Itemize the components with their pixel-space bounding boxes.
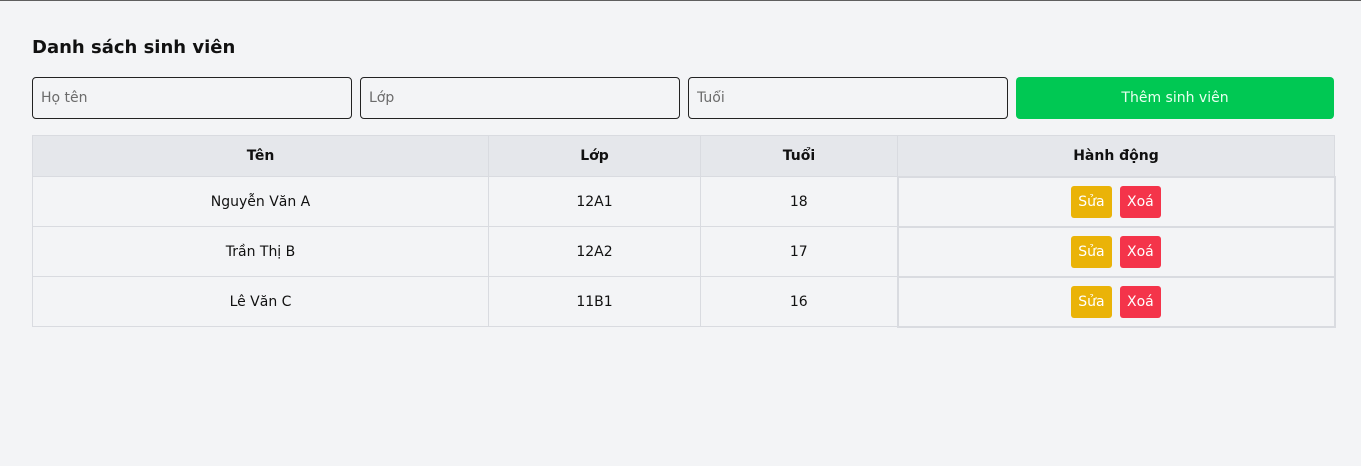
add-student-button[interactable]: Thêm sinh viên: [1016, 77, 1334, 119]
column-header-age: Tuổi: [700, 135, 898, 177]
class-input[interactable]: [360, 77, 680, 119]
page-title: Danh sách sinh viên: [32, 37, 236, 58]
cell-age: 18: [700, 176, 898, 227]
window-top-border: [0, 0, 1361, 1]
cell-actions: Sửa Xoá: [896, 275, 1336, 328]
table-row: Lê Văn C 11B1 16 Sửa Xoá: [32, 275, 1336, 328]
column-header-class: Lớp: [488, 135, 701, 177]
student-table: Tên Lớp Tuổi Hành động Nguyễn Văn A 12A1…: [32, 135, 1336, 328]
cell-class: 12A2: [488, 226, 701, 277]
table-row: Trần Thị B 12A2 17 Sửa Xoá: [32, 225, 1336, 278]
cell-actions: Sửa Xoá: [896, 225, 1336, 278]
cell-name: Nguyễn Văn A: [32, 176, 489, 227]
name-input[interactable]: [32, 77, 352, 119]
student-manager: Danh sách sinh viên Thêm sinh viên Tên L…: [32, 36, 1336, 328]
edit-button[interactable]: Sửa: [1071, 185, 1112, 218]
age-input[interactable]: [688, 77, 1008, 119]
cell-age: 17: [700, 226, 898, 277]
cell-actions: Sửa Xoá: [896, 175, 1336, 228]
edit-button[interactable]: Sửa: [1071, 285, 1112, 318]
cell-age: 16: [700, 276, 898, 327]
table-row: Nguyễn Văn A 12A1 18 Sửa Xoá: [32, 175, 1336, 228]
add-student-form: Thêm sinh viên: [32, 77, 1334, 119]
delete-button[interactable]: Xoá: [1120, 185, 1161, 218]
cell-class: 11B1: [488, 276, 701, 327]
column-header-name: Tên: [32, 135, 489, 177]
cell-class: 12A1: [488, 176, 701, 227]
delete-button[interactable]: Xoá: [1120, 235, 1161, 268]
delete-button[interactable]: Xoá: [1120, 285, 1161, 318]
edit-button[interactable]: Sửa: [1071, 235, 1112, 268]
cell-name: Lê Văn C: [32, 276, 489, 327]
table-header-row: Tên Lớp Tuổi Hành động: [32, 135, 1335, 177]
column-header-actions: Hành động: [897, 135, 1335, 177]
cell-name: Trần Thị B: [32, 226, 489, 277]
